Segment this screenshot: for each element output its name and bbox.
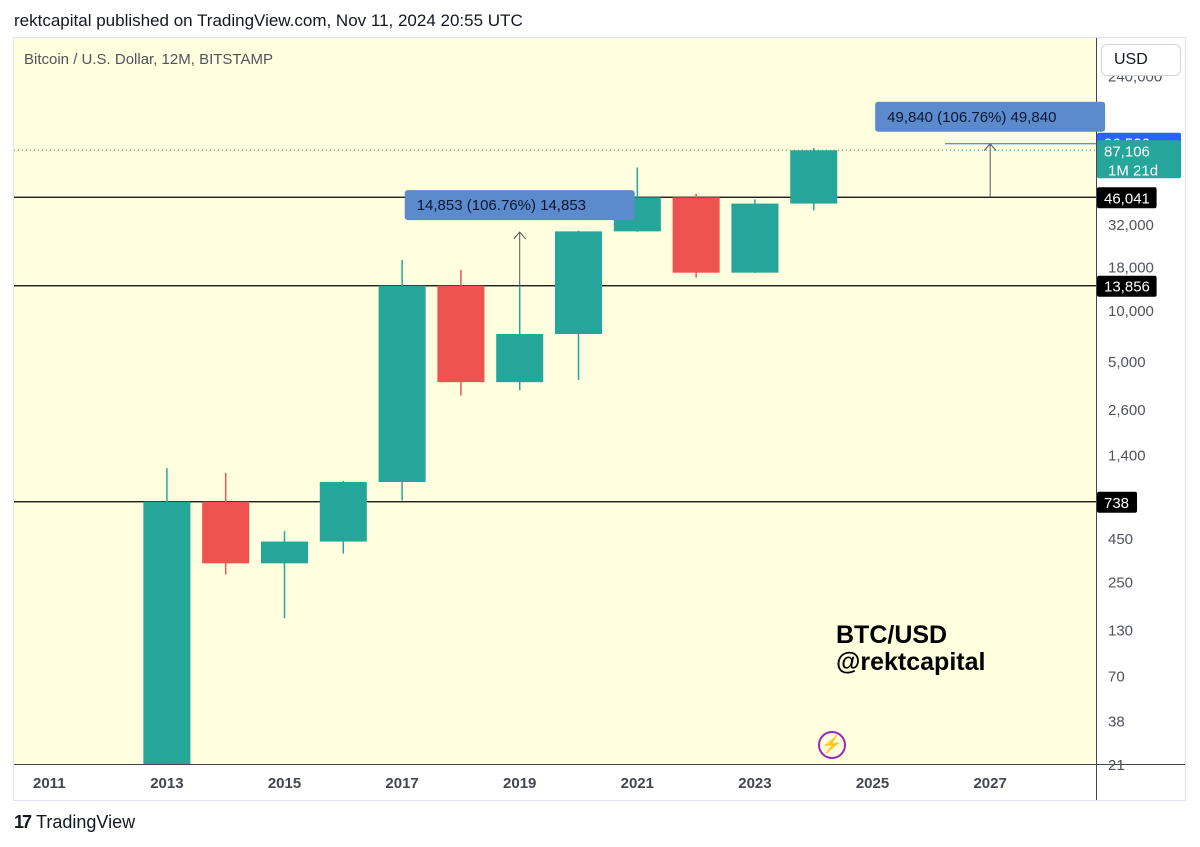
- price-axis-tag-text: 738: [1104, 495, 1129, 512]
- year-tick-label: 2017: [385, 775, 418, 792]
- year-tick-label: 2023: [738, 775, 771, 792]
- price-tick-label: 250: [1108, 575, 1133, 592]
- author-watermark: BTC/USD @rektcapital: [836, 622, 985, 676]
- price-axis-tag: [1097, 187, 1157, 209]
- year-tick-label: 2013: [150, 775, 183, 792]
- measure-label-box: [875, 101, 1106, 132]
- measure-label-box: [404, 190, 635, 221]
- price-axis-tag-text: 46,041: [1104, 190, 1150, 207]
- year-tick-label: 2015: [268, 775, 301, 792]
- price-tick-label: 5,000: [1108, 354, 1146, 371]
- candle-body: [496, 334, 544, 383]
- year-tick-label: 2019: [503, 775, 536, 792]
- chart-frame: [13, 37, 1186, 801]
- symbol-title: Bitcoin / U.S. Dollar, 12M, BITSTAMP: [24, 51, 273, 68]
- chart-plot-area[interactable]: [14, 38, 1096, 764]
- watermark-pair: BTC/USD: [836, 621, 948, 649]
- price-tick-label: 21: [1108, 757, 1125, 774]
- price-tick-label: 1,400: [1108, 448, 1146, 465]
- footer: 17 TradingView: [14, 812, 135, 833]
- candle-body: [731, 203, 779, 273]
- price-tick-label: 38: [1108, 713, 1125, 730]
- tradingview-brand: TradingView: [36, 812, 136, 832]
- candle-body: [202, 501, 250, 564]
- candle-body: [319, 482, 367, 542]
- publication-header: rektcapital published on TradingView.com…: [14, 11, 523, 30]
- measure-label-text: 49,840 (106.76%) 49,840: [887, 109, 1056, 126]
- year-tick-label: 2025: [856, 775, 889, 792]
- year-tick-label: 2021: [621, 775, 654, 792]
- countdown-text: 1M 21d: [1108, 162, 1158, 179]
- axis-corner: [1096, 764, 1185, 800]
- candle-body: [437, 285, 485, 383]
- lightning-icon[interactable]: ⚡: [818, 731, 846, 759]
- currency-button[interactable]: USD: [1101, 44, 1181, 76]
- price-tick-label: 130: [1108, 623, 1133, 640]
- year-tick-label: 2027: [973, 775, 1006, 792]
- price-tick-label: 18,000: [1108, 259, 1154, 276]
- price-axis-tag: [1097, 140, 1181, 179]
- candle-body: [260, 541, 309, 564]
- candle-body: [143, 501, 191, 764]
- tradingview-logo-icon: 17: [14, 812, 32, 832]
- time-axis[interactable]: [14, 764, 1096, 800]
- measure-arrow-head: [513, 231, 527, 240]
- candle-body: [378, 285, 426, 483]
- year-tick-label: 2011: [33, 775, 66, 792]
- price-axis-tag-text: 13,856: [1104, 279, 1150, 296]
- price-tick-label: 450: [1108, 531, 1133, 548]
- candle-body: [555, 231, 603, 335]
- candle-body: [672, 197, 720, 273]
- measure-label-text: 14,853 (106.76%) 14,853: [417, 197, 586, 214]
- watermark-handle: @rektcapital: [836, 648, 986, 676]
- price-tick-label: 32,000: [1108, 217, 1154, 234]
- price-tick-label: 70: [1108, 668, 1125, 685]
- price-axis-tag-text: 87,106: [1104, 143, 1150, 160]
- price-axis-tag: [1097, 275, 1157, 297]
- candle-body: [790, 150, 838, 204]
- price-tick-label: 10,000: [1108, 303, 1154, 320]
- price-axis-tag: [1097, 491, 1137, 513]
- price-tick-label: 2,600: [1108, 402, 1146, 419]
